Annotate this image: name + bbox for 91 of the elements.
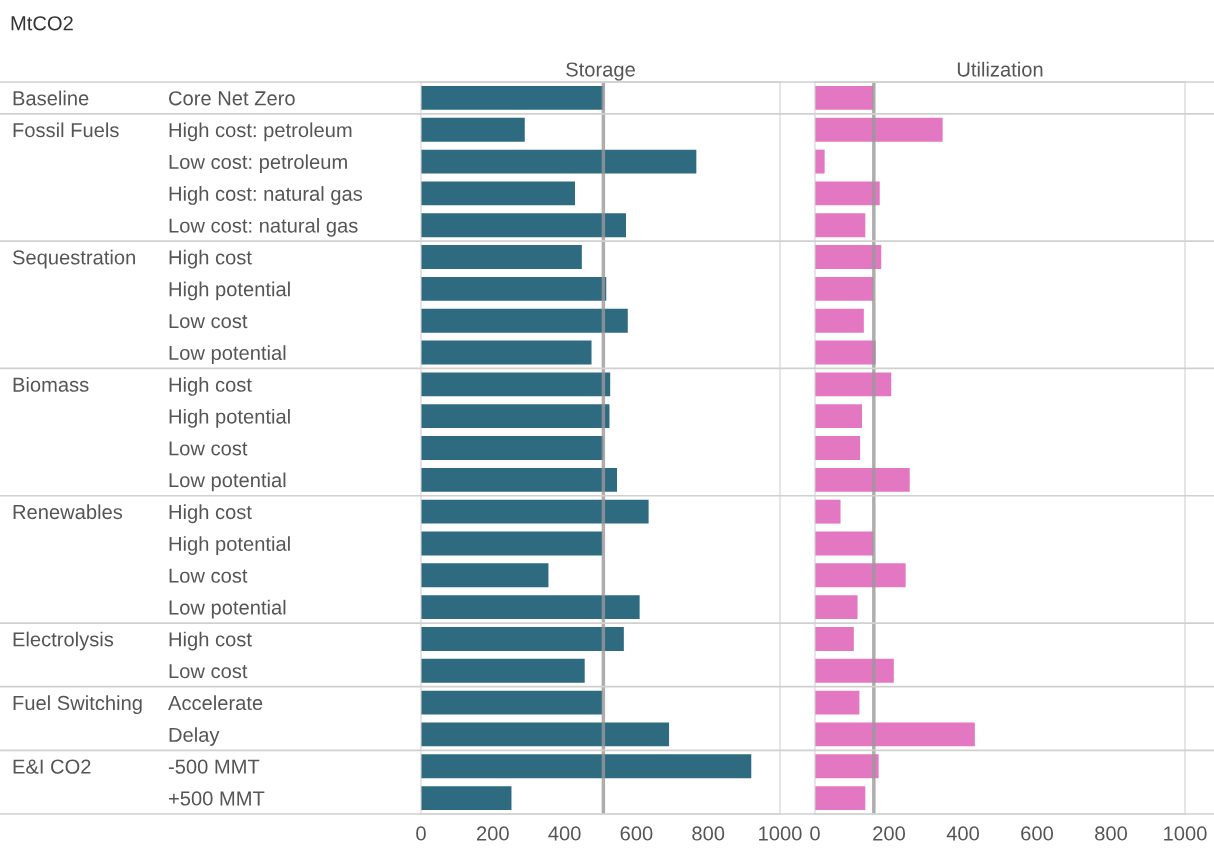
y2-tick-label: Fossil Fuels (13, 122, 119, 138)
bar (815, 308, 864, 333)
bar (421, 117, 525, 142)
bar (815, 754, 879, 779)
y2-tick-label: E&I CO2 (13, 759, 91, 774)
bar (421, 404, 610, 429)
x-tick-label: 200 (873, 826, 906, 841)
x-tick-label: 1000 (759, 826, 802, 841)
y-axis-title: MtCO2 (11, 16, 73, 31)
bar (815, 85, 874, 110)
chart-title: Storage (566, 62, 635, 81)
y-tick-label: High cost (169, 249, 252, 269)
y-tick-label: Low potential (169, 345, 286, 364)
bar (815, 722, 975, 747)
bar (815, 627, 854, 651)
x-tick-label: 400 (548, 826, 581, 841)
bar (421, 276, 607, 301)
y-tick-label: High potential (169, 408, 290, 428)
y2-tick-label: Sequestration (12, 249, 135, 269)
y-tick-label: High potential (169, 536, 290, 555)
bar (421, 149, 697, 174)
bar (421, 658, 585, 683)
bar (815, 213, 866, 238)
x-tick-label: 0 (416, 826, 426, 841)
bar (815, 786, 866, 811)
bar (815, 690, 860, 715)
bar (421, 786, 512, 811)
y2-tick-label: Biomass (13, 377, 89, 392)
bar (421, 499, 649, 524)
x-tick-label: 1000 (1164, 826, 1207, 841)
bar (421, 436, 604, 460)
x-tick-label: 0 (810, 826, 820, 841)
y-tick-label: Low cost (169, 664, 248, 679)
x-tick-label: 800 (1095, 826, 1128, 841)
y-tick-label: +500 MMT (168, 791, 265, 806)
bar (421, 627, 624, 651)
bar (815, 149, 825, 174)
bar (421, 308, 628, 333)
y-tick-label: High cost (169, 377, 252, 396)
x-tick-label: 200 (477, 826, 509, 841)
y-tick-label: Accelerate (168, 695, 263, 711)
y2-tick-label: Electrolysis (13, 631, 114, 651)
bar (815, 372, 892, 397)
bar (815, 467, 910, 492)
y-tick-label: Low potential (169, 599, 286, 619)
bar (815, 658, 894, 683)
bar (815, 563, 906, 588)
bar (815, 436, 861, 460)
y-tick-label: Low cost: natural gas (169, 217, 358, 237)
bar (421, 467, 618, 492)
bar (815, 531, 874, 556)
bar (421, 213, 626, 238)
y-tick-label: High cost (169, 504, 252, 524)
bar (815, 404, 862, 429)
y-tick-label: -500 MMT (168, 759, 260, 774)
bar (421, 340, 592, 365)
bar (815, 245, 882, 269)
y-tick-label: Low cost: petroleum (169, 154, 347, 174)
bar (421, 245, 582, 269)
y2-tick-label: Fuel Switching (13, 695, 142, 715)
bar (421, 531, 603, 556)
bar (421, 595, 640, 620)
y-tick-label: High cost: petroleum (169, 122, 352, 142)
x-tick-label: 400 (946, 826, 980, 841)
y-tick-label: Low cost (169, 314, 248, 329)
bar (421, 372, 611, 397)
y2-tick-label: Renewables (13, 504, 123, 520)
bar (815, 181, 880, 206)
y-tick-label: High cost (169, 631, 252, 651)
bar (421, 722, 670, 747)
bar (815, 276, 874, 301)
bar (421, 690, 603, 715)
y-tick-label: High cost: natural gas (169, 186, 363, 205)
bar (421, 85, 604, 110)
bar (421, 181, 576, 206)
y-tick-label: Delay (169, 727, 220, 746)
bar (421, 754, 752, 779)
x-tick-label: 600 (620, 826, 653, 841)
bar (421, 563, 549, 588)
x-tick-label: 800 (692, 826, 725, 841)
bar (815, 499, 841, 524)
y-tick-label: High potential (169, 281, 290, 301)
y-tick-label: Low cost (169, 568, 248, 583)
y-tick-label: Low potential (169, 472, 286, 492)
bar (815, 595, 858, 620)
y-tick-label: Core Net Zero (169, 91, 295, 106)
x-tick-label: 600 (1021, 826, 1054, 841)
bar (815, 117, 943, 142)
chart-title: Utilization (957, 61, 1043, 77)
y-tick-label: Low cost (169, 441, 248, 456)
y2-tick-label: Baseline (13, 90, 89, 106)
